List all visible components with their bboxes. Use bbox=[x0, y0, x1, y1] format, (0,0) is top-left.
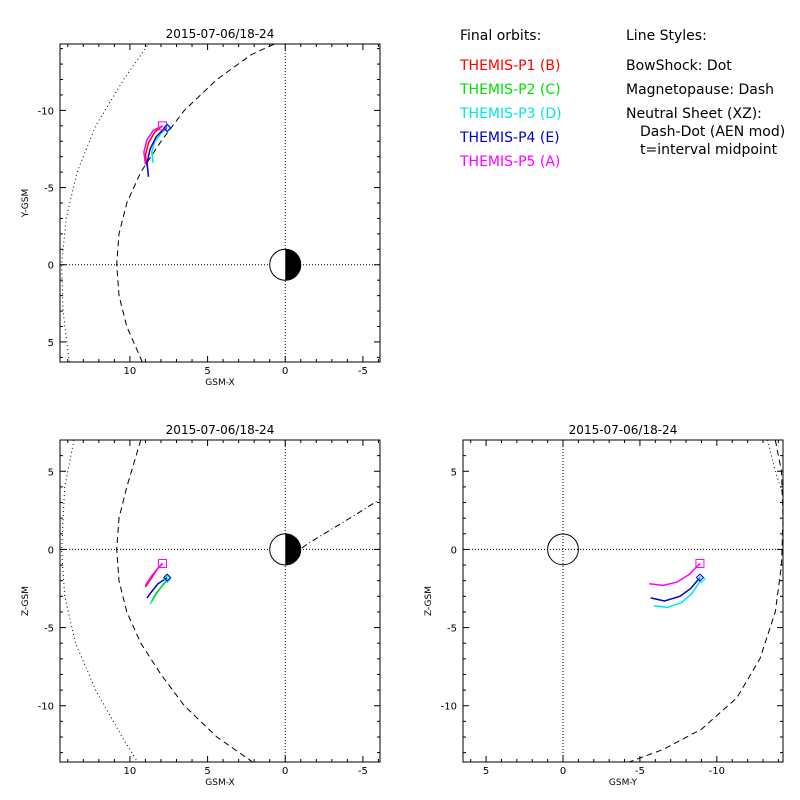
y-tick-label: -10 bbox=[38, 702, 54, 713]
plot-area bbox=[463, 440, 783, 762]
midpoint-diamond-marker bbox=[697, 574, 706, 584]
magnetopause-curve bbox=[116, 44, 275, 362]
x-tick-label: -5 bbox=[635, 766, 645, 777]
legend: Final orbits: THEMIS-P1 (B) THEMIS-P2 (C… bbox=[459, 28, 785, 170]
y-tick-label: -10 bbox=[38, 106, 54, 117]
panel-xz-plane: 10 5 0 -5 5 0 -5 -10 2015-07-06/18-24 GSM-X Z-GSM bbox=[21, 423, 381, 788]
legend-probe-p2: THEMIS-P2 (C) bbox=[459, 82, 561, 98]
x-tick-label: -10 bbox=[709, 766, 725, 777]
orbit-themis-p4 bbox=[146, 576, 168, 599]
x-tick-label: 10 bbox=[124, 766, 137, 777]
y-tick-label: -10 bbox=[441, 702, 457, 713]
x-tick-label: 5 bbox=[483, 766, 489, 777]
legend-style-dashdot: Dash-Dot (AEN mod) bbox=[640, 124, 785, 140]
earth-night-side bbox=[285, 249, 301, 281]
legend-probe-p5: THEMIS-P5 (A) bbox=[459, 154, 560, 170]
panel-title: 2015-07-06/18-24 bbox=[569, 423, 678, 437]
legend-style-midpoint: t=interval midpoint bbox=[640, 142, 778, 158]
x-tick-label: -5 bbox=[358, 366, 368, 377]
magnetopause-curve bbox=[116, 440, 253, 762]
midpoint-diamond-marker bbox=[162, 574, 172, 584]
legend-probe-p1: THEMIS-P1 (B) bbox=[459, 58, 560, 74]
x-axis-label: GSM-X bbox=[205, 378, 234, 388]
x-axis-label: GSM-X bbox=[205, 778, 234, 788]
y-axis-label: Z-GSM bbox=[21, 586, 31, 616]
legend-probe-p4: THEMIS-P4 (E) bbox=[459, 130, 560, 146]
legend-style-neutral-sheet: Neutral Sheet (XZ): bbox=[626, 106, 762, 122]
plot-area bbox=[60, 440, 380, 762]
y-tick-label: 0 bbox=[48, 545, 54, 556]
y-axis-label: Y-GSM bbox=[21, 189, 31, 218]
midpoint-diamond-marker bbox=[695, 573, 705, 582]
neutral-sheet-curve bbox=[291, 498, 380, 557]
y-tick-label: 5 bbox=[48, 338, 54, 349]
x-tick-label: 0 bbox=[282, 766, 288, 777]
earth-icon bbox=[269, 533, 302, 566]
midpoint-square-marker bbox=[695, 558, 705, 568]
x-axis-label: GSM-Y bbox=[609, 778, 638, 788]
x-tick-label: -5 bbox=[358, 766, 368, 777]
legend-style-magnetopause: Magnetopause: Dash bbox=[626, 82, 774, 98]
orbit-themis-p3 bbox=[150, 126, 168, 164]
panel-title: 2015-07-06/18-24 bbox=[166, 423, 275, 437]
plot-frame bbox=[59, 43, 381, 363]
y-tick-label: 5 bbox=[48, 467, 54, 478]
y-tick-label: 5 bbox=[451, 467, 457, 478]
orbit-themis-p5 bbox=[649, 562, 701, 587]
legend-probe-p3: THEMIS-P3 (D) bbox=[459, 106, 562, 122]
plot-frame bbox=[59, 439, 381, 763]
x-tick-label: 5 bbox=[204, 366, 210, 377]
earth-night-side bbox=[285, 533, 301, 565]
x-tick-label: 0 bbox=[560, 766, 566, 777]
y-tick-label: -5 bbox=[44, 624, 54, 635]
y-tick-label: 0 bbox=[451, 545, 457, 556]
orbit-themis-p1 bbox=[144, 125, 163, 167]
y-tick-label: -5 bbox=[447, 624, 457, 635]
midpoint-diamond-marker bbox=[162, 123, 172, 132]
plot-frame bbox=[462, 439, 784, 763]
y-axis-label: Z-GSM bbox=[424, 586, 434, 616]
legend-orbits-title: Final orbits: bbox=[460, 28, 541, 44]
midpoint-square-marker bbox=[158, 558, 168, 568]
orbit-themis-p5 bbox=[144, 562, 164, 586]
legend-styles-title: Line Styles: bbox=[626, 28, 707, 44]
orbit-themis-p2 bbox=[151, 578, 170, 602]
plot-area bbox=[60, 44, 380, 362]
panel-xy-plane: 10 5 0 -5 5 0 -5 -10 2015-07-06/18-24 GSM-X Y-GSM bbox=[21, 27, 381, 388]
x-tick-label: 0 bbox=[282, 366, 288, 377]
x-tick-label: 5 bbox=[204, 766, 210, 777]
y-tick-label: 0 bbox=[48, 261, 54, 272]
bowshock-curve bbox=[61, 44, 149, 362]
y-tick-label: -5 bbox=[44, 184, 54, 195]
panel-yz-plane: 5 0 -5 -10 5 0 -5 -10 2015-07-06/18-24 GSM-Y Z-GSM bbox=[424, 423, 784, 788]
orbit-themis-p3 bbox=[653, 578, 703, 609]
midpoint-diamond-marker bbox=[162, 123, 172, 133]
legend-style-bowshock: BowShock: Dot bbox=[626, 58, 732, 74]
panel-title: 2015-07-06/18-24 bbox=[166, 27, 275, 41]
earth-circle-icon bbox=[547, 533, 579, 566]
orbit-themis-p5 bbox=[143, 125, 163, 165]
earth-icon bbox=[269, 248, 302, 281]
orbit-themis-p4 bbox=[650, 577, 701, 602]
magnetopause-curve bbox=[629, 440, 783, 762]
x-tick-label: 10 bbox=[124, 366, 137, 377]
orbit-themis-p4 bbox=[146, 126, 167, 177]
midpoint-diamond-marker bbox=[162, 573, 172, 582]
